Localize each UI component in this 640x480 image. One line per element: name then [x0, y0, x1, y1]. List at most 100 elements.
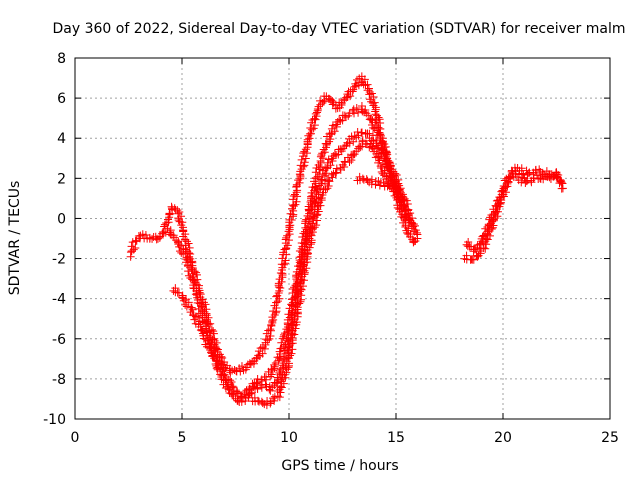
- data-point-marker: [352, 147, 361, 156]
- data-point-marker: [397, 201, 406, 210]
- data-point-marker: [184, 267, 193, 276]
- data-point-marker: [277, 375, 286, 384]
- data-point-marker: [488, 217, 497, 226]
- data-point-marker: [409, 220, 418, 229]
- data-point-marker: [215, 357, 224, 366]
- data-point-marker: [553, 173, 562, 182]
- data-point-marker: [292, 180, 301, 189]
- y-tick-label: 2: [57, 171, 66, 187]
- data-point-marker: [207, 348, 216, 357]
- data-point-marker: [393, 192, 402, 201]
- data-point-marker: [502, 174, 511, 183]
- data-point-marker: [197, 325, 206, 334]
- data-point-marker: [210, 346, 219, 355]
- data-point-marker: [217, 375, 226, 384]
- data-point-marker: [345, 158, 354, 167]
- data-point-marker: [312, 221, 321, 230]
- data-point-marker: [237, 397, 246, 406]
- data-point-marker: [208, 352, 217, 361]
- data-point-marker: [368, 144, 377, 153]
- data-point-marker: [212, 364, 221, 373]
- data-point-marker: [340, 163, 349, 172]
- data-point-marker: [283, 231, 292, 240]
- data-point-marker: [314, 161, 323, 170]
- data-point-marker: [268, 383, 277, 392]
- data-point-marker: [339, 144, 348, 153]
- data-point-marker: [207, 340, 216, 349]
- data-point-marker: [296, 277, 305, 286]
- data-point-marker: [406, 232, 415, 241]
- data-point-marker: [281, 363, 290, 372]
- data-point-marker: [290, 314, 299, 323]
- data-point-marker: [380, 171, 389, 180]
- x-tick-label: 0: [71, 430, 80, 446]
- data-point-marker: [312, 211, 321, 220]
- data-point-marker: [226, 368, 235, 377]
- data-point-marker: [204, 336, 213, 345]
- data-point-marker: [284, 227, 293, 236]
- data-point-marker: [300, 268, 309, 277]
- data-point-marker: [274, 279, 283, 288]
- data-point-marker: [260, 344, 269, 353]
- data-point-marker: [313, 108, 322, 117]
- axis-ticks: [74, 57, 611, 420]
- data-point-marker: [164, 215, 173, 224]
- data-point-marker: [222, 378, 231, 387]
- data-point-marker: [304, 240, 313, 249]
- data-point-marker: [177, 221, 186, 230]
- data-point-marker: [306, 197, 315, 206]
- data-point-marker: [495, 193, 504, 202]
- data-point-marker: [270, 362, 279, 371]
- data-point-marker: [322, 169, 331, 178]
- data-point-marker: [465, 242, 474, 251]
- data-point-marker: [508, 167, 517, 176]
- data-point-marker: [177, 248, 186, 257]
- data-point-marker: [399, 195, 408, 204]
- y-tick-label: -6: [52, 332, 66, 348]
- y-tick-label: 0: [57, 211, 66, 227]
- data-point-marker: [196, 326, 205, 335]
- data-point-marker: [389, 180, 398, 189]
- data-point-marker: [531, 166, 540, 175]
- data-point-marker: [342, 141, 351, 150]
- data-point-marker: [382, 159, 391, 168]
- data-point-marker: [383, 163, 392, 172]
- data-point-marker: [182, 302, 191, 311]
- data-point-marker: [412, 228, 421, 237]
- data-point-marker: [190, 284, 199, 293]
- data-point-marker: [309, 124, 318, 133]
- data-point-marker: [289, 302, 298, 311]
- data-point-marker: [278, 361, 287, 370]
- data-point-marker: [203, 331, 212, 340]
- data-point-marker: [330, 127, 339, 136]
- data-point-marker: [279, 260, 288, 269]
- data-point-marker: [184, 298, 193, 307]
- data-point-marker: [331, 169, 340, 178]
- data-point-marker: [276, 344, 285, 353]
- data-point-marker: [303, 249, 312, 258]
- data-point-marker: [316, 96, 325, 105]
- data-point-marker: [501, 183, 510, 192]
- data-point-marker: [253, 375, 262, 384]
- chart-title: Day 360 of 2022, Sidereal Day-to-day VTE…: [53, 21, 626, 37]
- data-point-marker: [280, 370, 289, 379]
- data-point-marker: [228, 390, 237, 399]
- plot-frame: [74, 57, 611, 420]
- data-point-marker: [345, 139, 354, 148]
- data-point-marker: [405, 218, 414, 227]
- data-point-marker: [360, 75, 369, 84]
- y-tick-label: -8: [52, 372, 66, 388]
- x-tick-label: 20: [494, 430, 512, 446]
- data-point-marker: [281, 256, 290, 265]
- data-point-marker: [487, 210, 496, 219]
- data-point-marker: [318, 149, 327, 158]
- data-point-marker: [213, 365, 222, 374]
- data-point-marker: [166, 209, 175, 218]
- data-point-marker: [279, 379, 288, 388]
- data-point-marker: [292, 309, 301, 318]
- data-point-marker: [280, 346, 289, 355]
- data-point-marker: [258, 349, 267, 358]
- data-point-marker: [342, 93, 351, 102]
- data-point-marker: [295, 299, 304, 308]
